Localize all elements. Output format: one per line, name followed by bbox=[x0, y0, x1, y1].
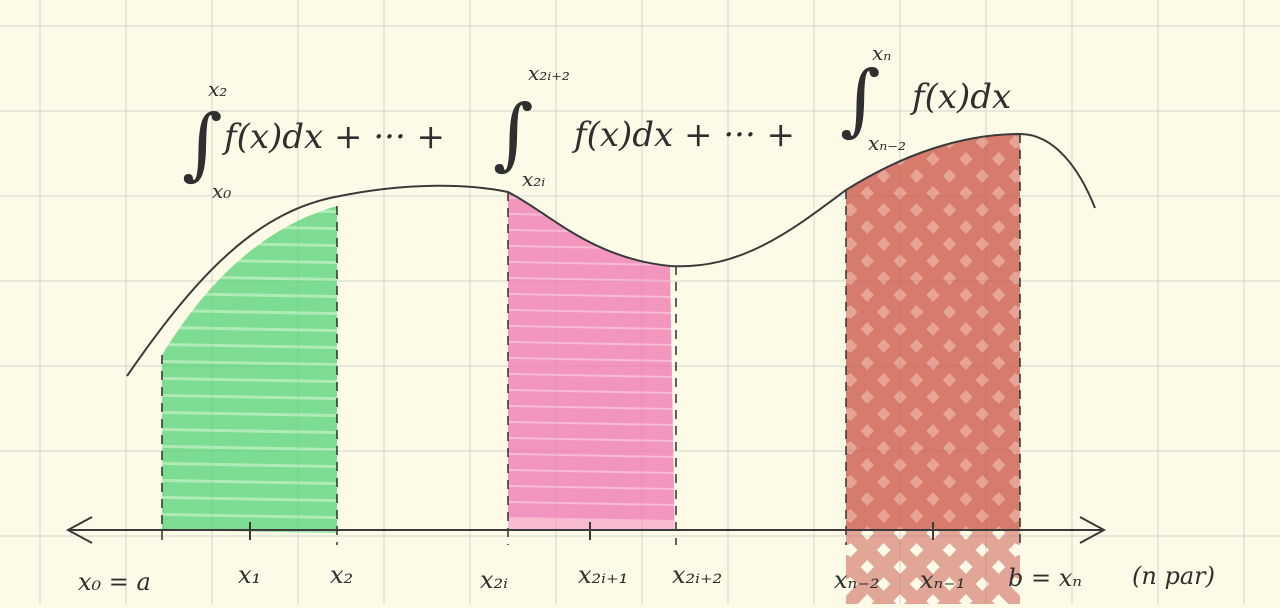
axis-labels: x₀ = a x₁ x₂ x₂ᵢ x₂ᵢ₊₁ x₂ᵢ₊₂ xₙ₋₂ xₙ₋₁ b… bbox=[78, 561, 1215, 596]
label-x2i: x₂ᵢ bbox=[480, 566, 508, 594]
label-xn2: xₙ₋₂ bbox=[834, 566, 880, 594]
integral-first-upper: x₂ bbox=[208, 77, 227, 101]
integral-last-upper: xₙ bbox=[872, 41, 891, 65]
integral-middle-upper: x₂ᵢ₊₂ bbox=[528, 61, 570, 85]
label-xn1: xₙ₋₁ bbox=[920, 566, 966, 594]
integral-first: ∫ x₂ x₀ f(x)dx + ··· + bbox=[182, 77, 445, 203]
integral-sign-icon: ∫ bbox=[182, 99, 223, 189]
integral-middle-body: f(x)dx + ··· + bbox=[571, 115, 795, 155]
strip-first-pair bbox=[150, 190, 350, 530]
integral-first-body: f(x)dx + ··· + bbox=[221, 117, 445, 157]
label-x0: x₀ = a bbox=[78, 568, 151, 596]
integral-sign-icon: ∫ bbox=[493, 89, 534, 179]
label-x2i1: x₂ᵢ₊₁ bbox=[578, 561, 628, 589]
label-n-even-note: (n par) bbox=[1132, 562, 1215, 590]
label-x2i2: x₂ᵢ₊₂ bbox=[672, 561, 722, 589]
label-x1: x₁ bbox=[238, 561, 261, 589]
strip-middle-pair bbox=[500, 180, 690, 530]
label-x2: x₂ bbox=[330, 561, 353, 589]
integral-last-body: f(x)dx bbox=[909, 77, 1011, 117]
integral-first-lower: x₀ bbox=[212, 179, 231, 203]
integral-middle-lower: x₂ᵢ bbox=[522, 167, 545, 191]
integral-last-lower: xₙ₋₂ bbox=[868, 131, 906, 155]
label-xn: b = xₙ bbox=[1008, 564, 1082, 592]
integral-middle: ∫ x₂ᵢ₊₂ x₂ᵢ f(x)dx + ··· + bbox=[493, 61, 795, 191]
